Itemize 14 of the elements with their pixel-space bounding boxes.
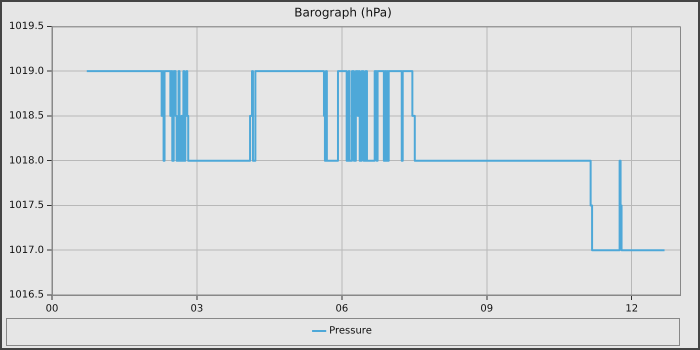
y-tick-label: 1019.0 — [8, 66, 44, 77]
legend-label: Pressure — [329, 326, 372, 337]
y-tick-label: 1017.5 — [8, 200, 44, 212]
y-tick-label: 1018.5 — [8, 110, 44, 122]
x-tick-label: 06 — [335, 304, 348, 315]
y-tick-label: 1016.5 — [8, 290, 44, 301]
chart-title: Barograph (hPa) — [294, 5, 392, 20]
x-tick-label: 00 — [46, 304, 58, 315]
y-tick-label: 1017.0 — [8, 244, 44, 256]
x-tick-label: 03 — [190, 304, 204, 315]
x-tick-label: 12 — [625, 304, 638, 315]
y-tick-label: 1018.0 — [8, 155, 44, 166]
y-tick-label: 1019.5 — [8, 20, 44, 32]
x-tick-label: 09 — [480, 304, 494, 315]
